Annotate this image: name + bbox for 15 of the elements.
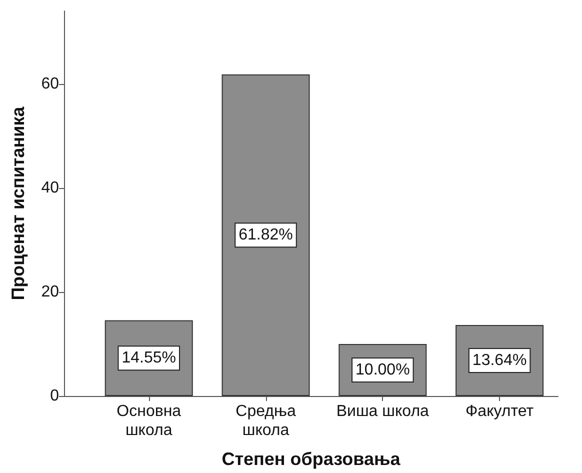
data-label: 10.00% xyxy=(356,361,410,378)
y-tick-label: 40 xyxy=(41,179,60,196)
x-axis-title: Степен образовања xyxy=(222,449,402,469)
bar xyxy=(222,74,310,396)
y-axis-title: Проценат испитаника xyxy=(8,106,28,300)
y-tick-label: 20 xyxy=(41,283,60,300)
x-tick-label: Средња школа xyxy=(236,403,296,439)
data-label: 14.55% xyxy=(122,350,176,367)
data-label: 13.64% xyxy=(472,352,527,370)
x-tick-label: Факултет xyxy=(466,403,534,420)
x-tick-label: Основна школа xyxy=(116,403,182,439)
y-tick-label: 60 xyxy=(41,75,60,92)
y-tick-label: 0 xyxy=(50,388,60,404)
data-label: 61.82% xyxy=(238,226,293,244)
x-tick-label: Виша школа xyxy=(336,403,430,420)
